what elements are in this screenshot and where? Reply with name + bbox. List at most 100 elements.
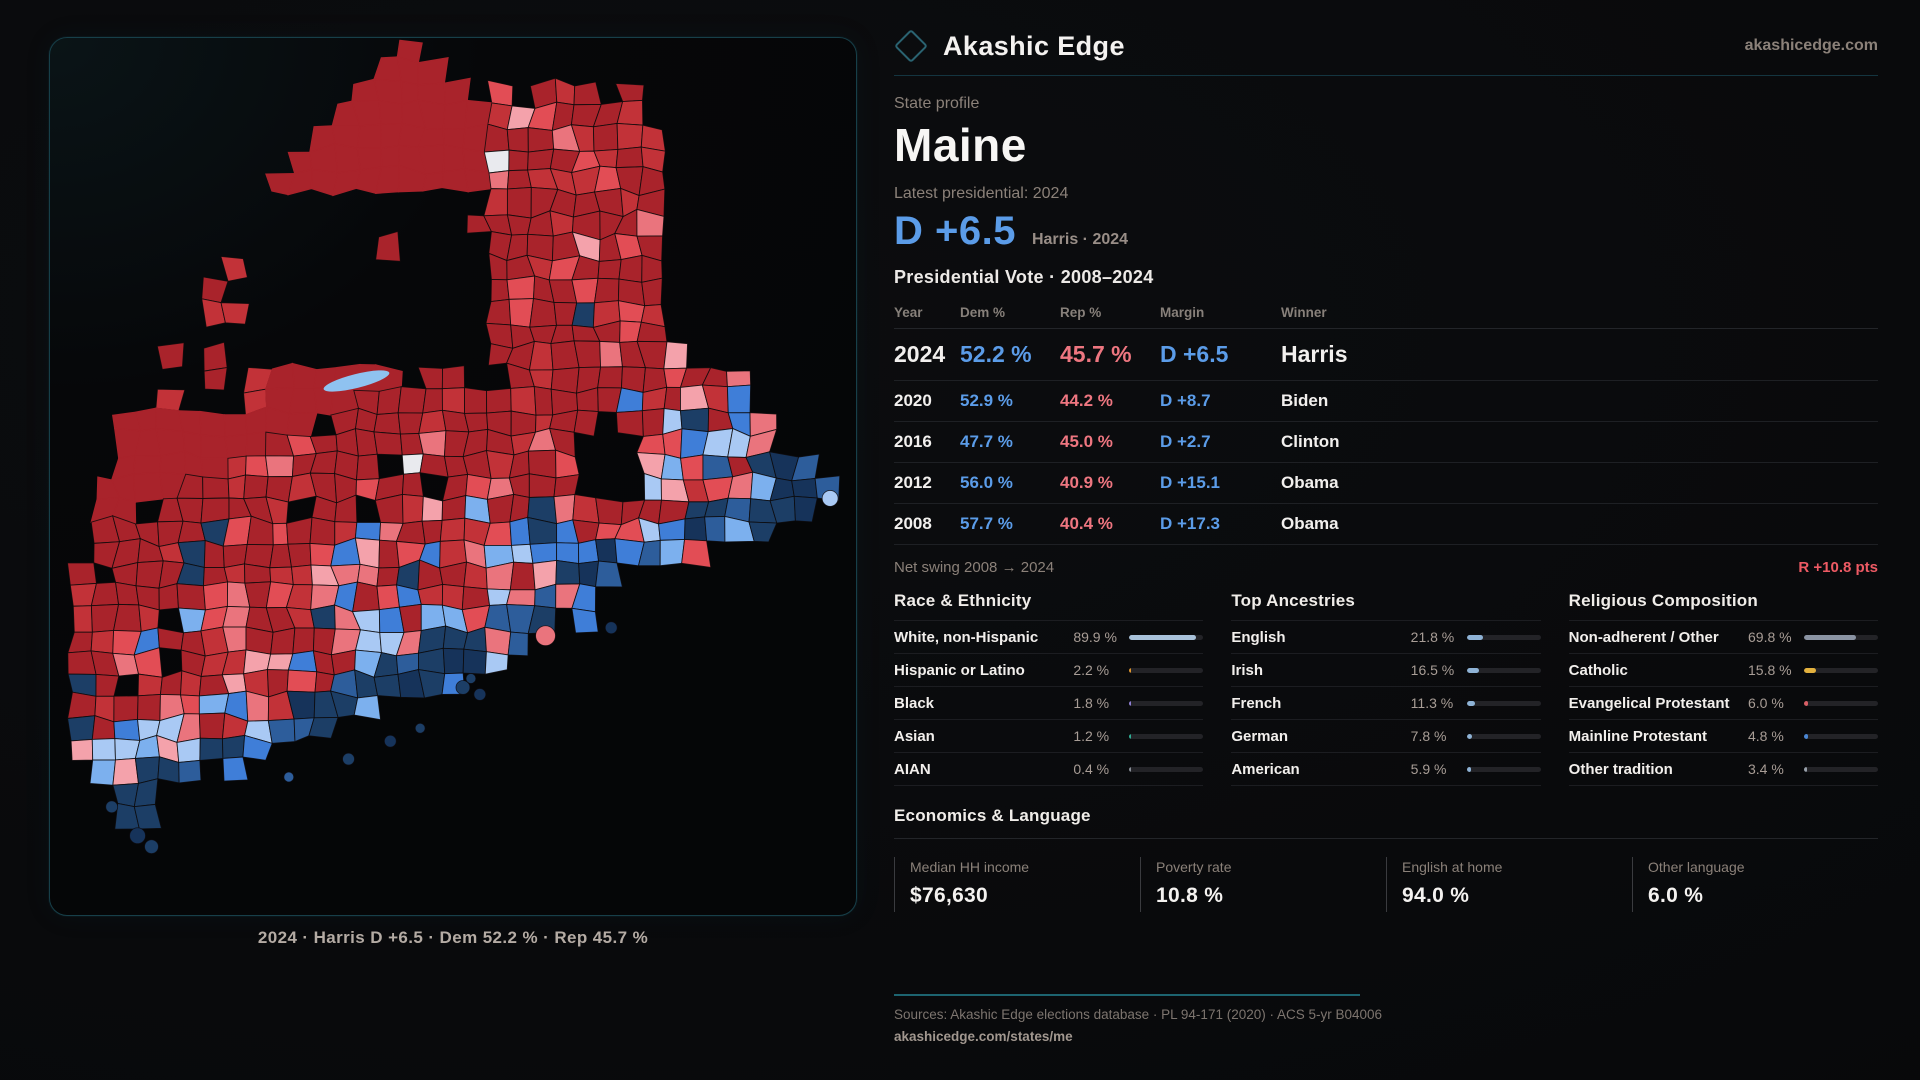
town-cell[interactable]	[555, 449, 580, 479]
town-cell[interactable]	[506, 214, 532, 236]
town-cell[interactable]	[376, 566, 400, 587]
town-cell[interactable]	[578, 539, 600, 565]
town-cell[interactable]	[334, 143, 362, 174]
town-cell[interactable]	[528, 473, 557, 498]
town-cell[interactable]	[726, 370, 752, 388]
town-cell[interactable]	[486, 79, 514, 107]
town-cell[interactable]	[442, 647, 465, 675]
town-cell[interactable]	[511, 543, 534, 564]
town-cell[interactable]	[264, 362, 295, 390]
town-cell[interactable]	[176, 583, 206, 611]
town-cell[interactable]	[527, 449, 557, 479]
town-cell[interactable]	[199, 410, 226, 438]
town-cell[interactable]	[200, 457, 229, 480]
town-cell[interactable]	[133, 472, 165, 503]
town-cell[interactable]	[244, 563, 272, 584]
town-cell[interactable]	[223, 414, 248, 438]
town-cell[interactable]	[309, 516, 336, 546]
town-cell[interactable]	[220, 255, 248, 282]
town-cell[interactable]	[419, 453, 449, 478]
town-cell[interactable]	[573, 409, 599, 437]
town-cell[interactable]	[680, 454, 704, 481]
town-cell[interactable]	[417, 366, 444, 390]
town-cell[interactable]	[442, 99, 468, 131]
town-cell[interactable]	[421, 495, 444, 522]
vote-table-row[interactable]: 2020 52.9 % 44.2 % D +8.7 Biden	[894, 380, 1878, 422]
town-cell[interactable]	[554, 77, 576, 106]
town-cell[interactable]	[529, 542, 558, 564]
town-cell[interactable]	[245, 690, 270, 722]
town-cell[interactable]	[490, 279, 510, 303]
town-cell[interactable]	[156, 342, 185, 370]
town-cell[interactable]	[441, 387, 465, 414]
town-cell[interactable]	[618, 254, 643, 283]
town-cell[interactable]	[681, 539, 712, 568]
town-cell[interactable]	[373, 431, 403, 456]
town-cell[interactable]	[202, 476, 230, 499]
town-cell[interactable]	[793, 495, 818, 523]
town-cell[interactable]	[67, 691, 97, 720]
town-cell[interactable]	[641, 277, 663, 307]
town-cell[interactable]	[242, 734, 273, 761]
town-cell[interactable]	[595, 497, 624, 526]
town-cell[interactable]	[378, 100, 403, 125]
town-cell[interactable]	[292, 627, 315, 655]
town-cell[interactable]	[439, 517, 466, 542]
town-cell[interactable]	[506, 127, 529, 153]
town-cell[interactable]	[378, 539, 400, 569]
town-cell[interactable]	[112, 757, 139, 786]
page-url[interactable]: akashicedge.com/states/me	[894, 1029, 1073, 1044]
town-cell[interactable]	[113, 603, 142, 632]
town-cell[interactable]	[484, 651, 509, 675]
town-cell[interactable]	[180, 694, 200, 715]
town-cell[interactable]	[267, 718, 296, 744]
town-cell[interactable]	[380, 145, 401, 168]
town-cell[interactable]	[222, 756, 249, 782]
town-cell[interactable]	[155, 388, 186, 412]
town-cell[interactable]	[660, 453, 684, 481]
town-cell[interactable]	[485, 298, 512, 326]
town-cell[interactable]	[663, 386, 681, 412]
town-cell[interactable]	[332, 169, 362, 197]
town-cell[interactable]	[178, 759, 202, 784]
town-cell[interactable]	[308, 716, 339, 739]
town-cell[interactable]	[636, 452, 666, 480]
town-cell[interactable]	[463, 412, 489, 433]
town-cell[interactable]	[597, 366, 623, 389]
town-cell[interactable]	[375, 230, 401, 262]
town-cell[interactable]	[157, 627, 185, 651]
town-cell[interactable]	[615, 146, 644, 169]
town-cell[interactable]	[704, 515, 726, 543]
town-cell[interactable]	[527, 148, 555, 171]
town-cell[interactable]	[571, 607, 599, 634]
town-cell[interactable]	[115, 581, 140, 606]
vote-table-row[interactable]: 2008 57.7 % 40.4 % D +17.3 Obama	[894, 503, 1878, 545]
town-cell[interactable]	[663, 341, 689, 370]
town-cell[interactable]	[422, 388, 443, 414]
maine-choropleth-map[interactable]	[50, 38, 856, 915]
town-cell[interactable]	[417, 57, 449, 86]
town-cell[interactable]	[223, 563, 246, 584]
town-cell[interactable]	[616, 122, 644, 150]
town-cell[interactable]	[485, 322, 514, 349]
town-cell[interactable]	[486, 493, 515, 524]
town-cell[interactable]	[356, 123, 382, 150]
town-cell[interactable]	[137, 673, 163, 697]
vote-table-row[interactable]: 2012 56.0 % 40.9 % D +15.1 Obama	[894, 462, 1878, 504]
town-cell[interactable]	[245, 431, 267, 457]
town-cell[interactable]	[486, 387, 512, 414]
town-cell[interactable]	[286, 516, 313, 545]
town-cell[interactable]	[91, 738, 116, 761]
town-cell[interactable]	[506, 589, 536, 607]
town-cell[interactable]	[287, 543, 312, 568]
town-cell[interactable]	[198, 712, 226, 740]
town-cell[interactable]	[506, 186, 532, 219]
town-cell[interactable]	[684, 516, 708, 542]
town-cell[interactable]	[488, 170, 510, 190]
town-cell[interactable]	[421, 519, 443, 545]
town-cell[interactable]	[465, 473, 492, 500]
town-cell[interactable]	[550, 367, 580, 394]
town-cell[interactable]	[286, 669, 318, 693]
town-cell[interactable]	[533, 386, 554, 416]
town-cell[interactable]	[376, 584, 400, 611]
